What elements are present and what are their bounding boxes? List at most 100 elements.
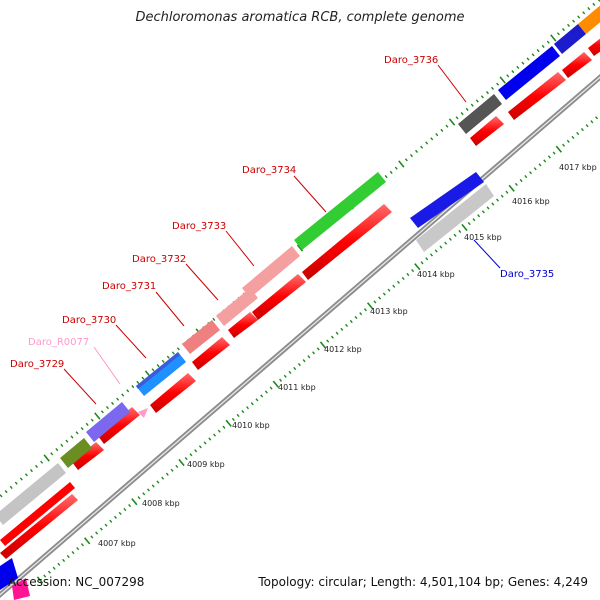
- minor-tick: [491, 202, 495, 206]
- minor-tick: [526, 57, 530, 61]
- accession-text: Accession: NC_007298: [8, 575, 145, 589]
- gene-label: Daro_R0077: [28, 337, 89, 348]
- gene-bar-daro-3730-outline: [136, 352, 180, 389]
- minor-tick: [387, 288, 391, 292]
- genome-title: Dechloromonas aromatica RCB, complete ge…: [135, 10, 465, 25]
- gene-label: Daro_3729: [10, 359, 64, 370]
- minor-tick: [171, 351, 175, 355]
- cds-block: [72, 442, 104, 470]
- major-tick: [499, 76, 506, 84]
- minor-tick: [406, 272, 410, 277]
- kbp-label: 4017 kbp: [559, 163, 597, 172]
- minor-tick: [477, 214, 481, 218]
- minor-tick: [60, 443, 64, 448]
- minor-tick: [496, 198, 500, 202]
- minor-tick: [316, 347, 320, 351]
- minor-tick: [14, 481, 18, 485]
- minor-tick: [330, 335, 334, 339]
- minor-tick: [156, 480, 160, 484]
- minor-tick: [269, 386, 273, 390]
- cds-block: [98, 407, 140, 444]
- minor-tick: [161, 476, 165, 480]
- gene-label: Daro_3731: [102, 281, 156, 292]
- minor-tick: [116, 397, 120, 401]
- gene-labels: Daro_3729 Daro_R0077 Daro_3730 Daro_3731…: [10, 55, 554, 370]
- minor-tick: [66, 554, 70, 559]
- cds-block: [192, 337, 230, 370]
- minor-tick: [326, 339, 330, 343]
- minor-tick: [166, 355, 170, 359]
- kbp-labels: 4007 kbp 4008 kbp 4009 kbp 4010 kbp 4011…: [98, 163, 597, 548]
- minor-tick: [524, 174, 528, 179]
- minor-tick: [354, 315, 358, 320]
- minor-tick: [80, 426, 84, 431]
- cds-block: [302, 204, 392, 280]
- minor-tick: [176, 347, 180, 351]
- minor-tick: [472, 218, 476, 222]
- minor-tick: [43, 574, 47, 578]
- minor-tick: [90, 535, 94, 539]
- minor-tick: [425, 257, 429, 261]
- gene-bar-blue-2: [554, 24, 586, 54]
- minor-tick: [396, 280, 400, 284]
- minor-tick: [71, 550, 75, 555]
- minor-tick: [19, 477, 23, 481]
- minor-tick: [208, 437, 212, 441]
- minor-tick: [57, 562, 61, 566]
- minor-tick: [123, 507, 127, 512]
- minor-tick: [533, 167, 537, 171]
- minor-tick: [415, 149, 419, 154]
- minor-tick: [307, 355, 311, 359]
- minor-tick: [99, 527, 103, 531]
- major-tick: [296, 244, 304, 252]
- minor-tick: [151, 368, 155, 372]
- minor-tick: [455, 116, 459, 120]
- minor-tick: [50, 452, 54, 456]
- minor-tick: [394, 166, 398, 170]
- minor-tick: [260, 394, 264, 398]
- gene-bar-daro-3730: [136, 352, 186, 396]
- cds-block: [0, 494, 78, 559]
- minor-tick: [9, 485, 13, 490]
- minor-tick: [511, 69, 515, 74]
- minor-tick: [279, 378, 283, 382]
- minor-tick: [340, 327, 344, 331]
- minor-tick: [435, 132, 439, 137]
- minor-tick: [373, 300, 377, 304]
- minor-tick: [156, 363, 160, 368]
- leader-daro-3733: [225, 230, 255, 267]
- major-tick: [94, 412, 101, 420]
- minor-tick: [577, 15, 581, 19]
- minor-tick: [592, 2, 596, 7]
- minor-tick: [430, 137, 434, 141]
- minor-tick: [411, 268, 415, 273]
- leader-daro-3735: [473, 239, 501, 269]
- minor-tick: [576, 131, 580, 136]
- minor-tick: [70, 435, 74, 439]
- major-tick: [36, 576, 44, 584]
- gene-bar-grey: [0, 463, 66, 525]
- minor-tick: [543, 159, 547, 163]
- minor-tick: [547, 155, 551, 159]
- minor-tick: [465, 107, 469, 112]
- leader-daro-3736: [437, 64, 467, 103]
- minor-tick: [409, 153, 413, 158]
- minor-tick: [141, 376, 145, 380]
- minor-tick: [111, 401, 115, 406]
- minor-tick: [203, 441, 207, 445]
- minor-tick: [293, 366, 297, 371]
- leader-lines: [63, 64, 501, 405]
- gene-bar-corner: [0, 558, 18, 590]
- minor-tick: [335, 331, 339, 335]
- kbp-label: 4012 kbp: [324, 345, 362, 354]
- minor-tick: [572, 19, 576, 23]
- minor-tick: [62, 558, 66, 563]
- major-tick: [448, 118, 456, 126]
- major-tick: [366, 302, 374, 310]
- minor-tick: [444, 241, 448, 245]
- minor-tick: [529, 171, 533, 175]
- minor-tick: [250, 402, 254, 406]
- cds-block: [470, 116, 504, 146]
- minor-tick: [236, 413, 240, 418]
